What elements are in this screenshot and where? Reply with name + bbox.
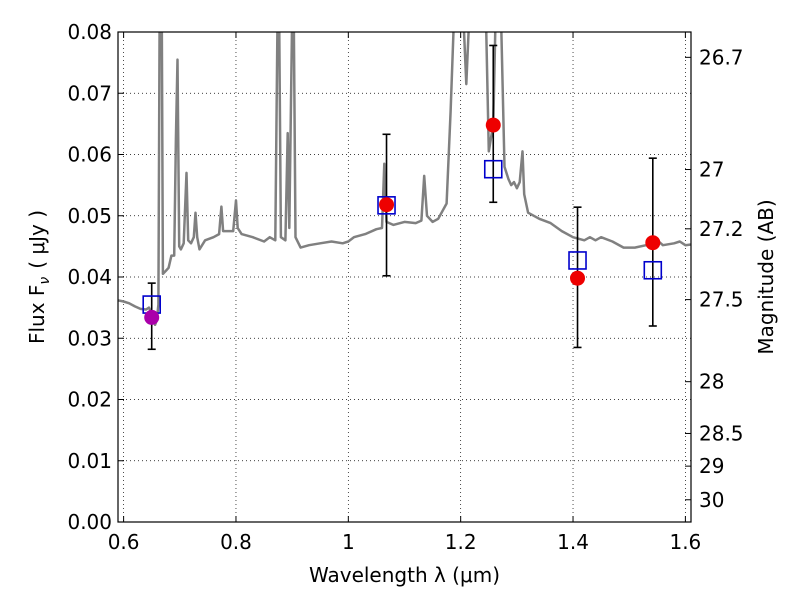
right-axis-label: Magnitude (AB) (754, 199, 778, 354)
tick-labels: 0.6 0.8 1 1.2 1.4 1.6 0.00 0.01 0.02 0.03 0.04 0.05… (67, 20, 743, 554)
right-tick-label: 28.5 (699, 421, 744, 445)
x-tick-label: 1.6 (669, 530, 701, 554)
y-tick-label: 0.03 (67, 326, 112, 350)
right-tick-label: 27.5 (699, 288, 744, 312)
y-axis-label-subscript: ν (37, 277, 53, 285)
model-photometry-squares (142, 159, 663, 314)
right-axis-label-group: Magnitude (AB) (754, 199, 778, 354)
right-tick-label: 27.2 (699, 217, 744, 241)
y-axis-label-unit: ( μJy ) (25, 210, 49, 269)
y-tick-label: 0.00 (67, 510, 112, 534)
y-axis-label-main: Flux F (25, 285, 49, 344)
observed-photometry-circles (144, 117, 661, 325)
y-axis-label-group: Flux Fν ( μJy ) (25, 210, 53, 344)
error-bars (147, 44, 657, 351)
observed-point (645, 235, 661, 251)
observed-point (485, 117, 501, 133)
observed-point (379, 197, 395, 213)
x-tick-label: 1.2 (445, 530, 477, 554)
x-tick-label: 0.6 (108, 530, 140, 554)
y-tick-label: 0.04 (67, 265, 112, 289)
model-spectrum (118, 32, 691, 327)
model-square (483, 159, 503, 179)
observed-point (144, 309, 160, 325)
y-tick-label: 0.08 (67, 20, 112, 44)
x-axis-label: Wavelength λ (μm) (309, 563, 500, 587)
x-tick-label: 1.4 (557, 530, 589, 554)
y-tick-label: 0.05 (67, 204, 112, 228)
right-tick-label: 28 (699, 370, 724, 394)
model-square (377, 196, 396, 215)
right-tick-label: 30 (699, 488, 724, 512)
plot-frame (117, 31, 692, 523)
y-tick-label: 0.01 (67, 449, 112, 473)
right-tick-label: 27 (699, 158, 724, 182)
y-axis-label: Flux Fν ( μJy ) (25, 210, 53, 344)
spectrum-line (118, 32, 691, 327)
right-tick-label: 29 (699, 454, 724, 478)
y-tick-label: 0.06 (67, 143, 112, 167)
x-tick-label: 0.8 (220, 530, 252, 554)
y-tick-label: 0.02 (67, 388, 112, 412)
grid-lines (118, 31, 691, 523)
y-tick-label: 0.07 (67, 81, 112, 105)
axis-ticks (118, 31, 691, 523)
observed-point (570, 270, 586, 286)
model-square (568, 251, 587, 270)
model-square (643, 260, 663, 280)
x-tick-label: 1 (342, 530, 355, 554)
right-tick-label: 26.7 (699, 45, 744, 69)
